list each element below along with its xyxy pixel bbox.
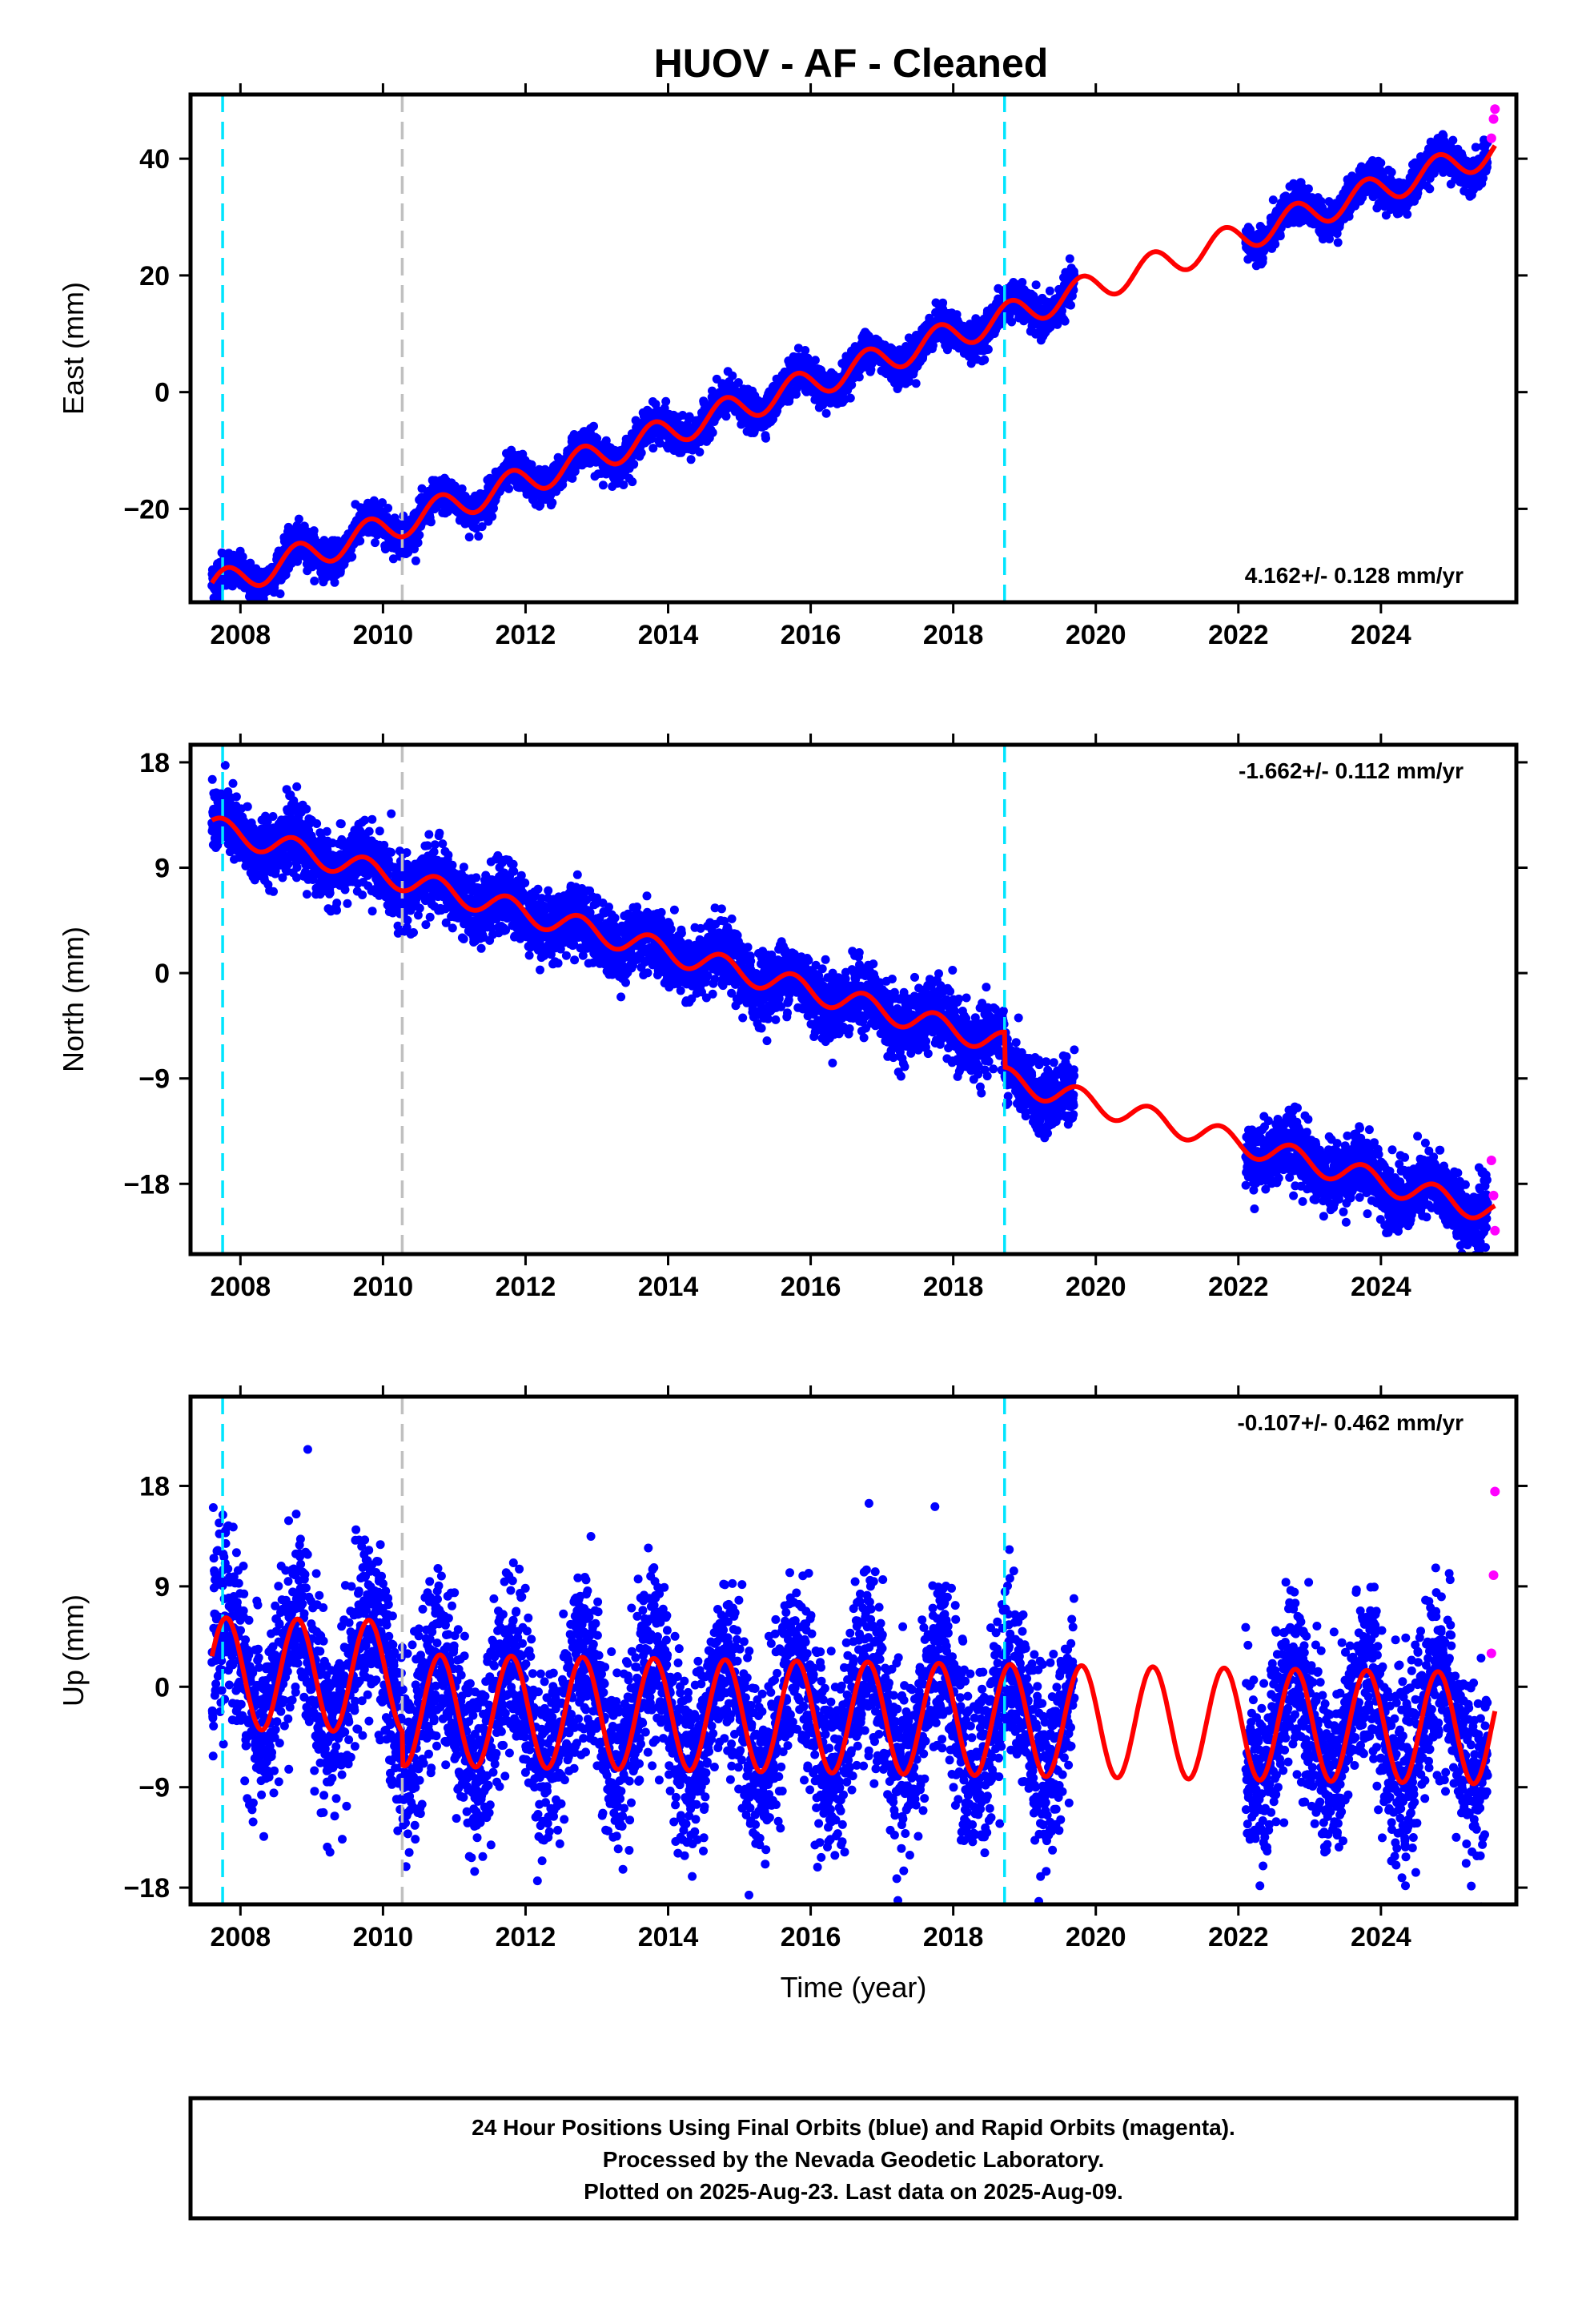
- data-point: [661, 396, 671, 406]
- data-point: [378, 498, 387, 508]
- data-point: [411, 556, 420, 565]
- data-point: [413, 538, 423, 548]
- data-point: [433, 501, 443, 510]
- data-point: [845, 393, 855, 403]
- data-point: [309, 526, 319, 536]
- data-point: [388, 554, 398, 564]
- data-point: [415, 530, 424, 540]
- data-point: [457, 484, 467, 493]
- data-point: [708, 428, 717, 437]
- data-point: [548, 498, 557, 508]
- data-point: [477, 522, 487, 532]
- data-point: [246, 558, 255, 568]
- data-point: [1060, 316, 1070, 326]
- data-point: [426, 517, 436, 527]
- data-point: [275, 589, 285, 598]
- data-point: [310, 577, 319, 585]
- data-point: [628, 477, 637, 487]
- data-point: [474, 532, 484, 541]
- data-point: [1333, 238, 1343, 247]
- data-point: [294, 514, 303, 524]
- data-point: [238, 552, 247, 561]
- data-point: [1271, 239, 1280, 249]
- figure-title: HUOV - AF - Cleaned: [654, 41, 1049, 86]
- data-point: [568, 473, 577, 483]
- data-point: [355, 537, 365, 545]
- data-point: [1031, 280, 1041, 290]
- data-point: [1045, 286, 1054, 296]
- data-point: [383, 504, 393, 513]
- data-point: [589, 421, 598, 431]
- data-point: [598, 480, 608, 490]
- panels: 2008 2010 2012 2014 2016 2018 2020 2022 2024−200…: [57, 83, 1528, 2004]
- data-point: [371, 538, 379, 548]
- data-point: [648, 444, 658, 453]
- data-point: [713, 410, 723, 420]
- data-point: [733, 378, 743, 388]
- data-point: [801, 346, 810, 355]
- data-point: [983, 344, 993, 354]
- data-point: [347, 552, 357, 561]
- data-point: [629, 460, 639, 468]
- data-point: [686, 455, 696, 464]
- data-point: [854, 372, 864, 382]
- data-point: [536, 501, 545, 510]
- data-point: [655, 438, 665, 448]
- data-point: [464, 533, 474, 542]
- data-point: [911, 379, 921, 388]
- data-point: [504, 484, 513, 493]
- data-point: [636, 448, 646, 457]
- data-point: [847, 380, 857, 390]
- data-point: [810, 356, 820, 365]
- data-point: [488, 512, 497, 521]
- data-point: [1303, 184, 1313, 194]
- data-point: [619, 480, 628, 489]
- data-point: [821, 408, 831, 418]
- data-point: [980, 355, 990, 364]
- data-point: [1066, 300, 1075, 310]
- data-point: [1268, 195, 1278, 205]
- data-point: [721, 412, 731, 421]
- data-point: [1275, 231, 1285, 241]
- data-point: [1065, 254, 1074, 263]
- panel-east: 2008 2010 2012 2014 2016 2018 2020 2022 2024−200…: [57, 83, 1528, 650]
- data-point: [728, 371, 737, 380]
- data-point: [761, 433, 770, 443]
- data-point: [793, 344, 803, 353]
- data-point: [695, 448, 705, 456]
- data-point: [330, 577, 339, 587]
